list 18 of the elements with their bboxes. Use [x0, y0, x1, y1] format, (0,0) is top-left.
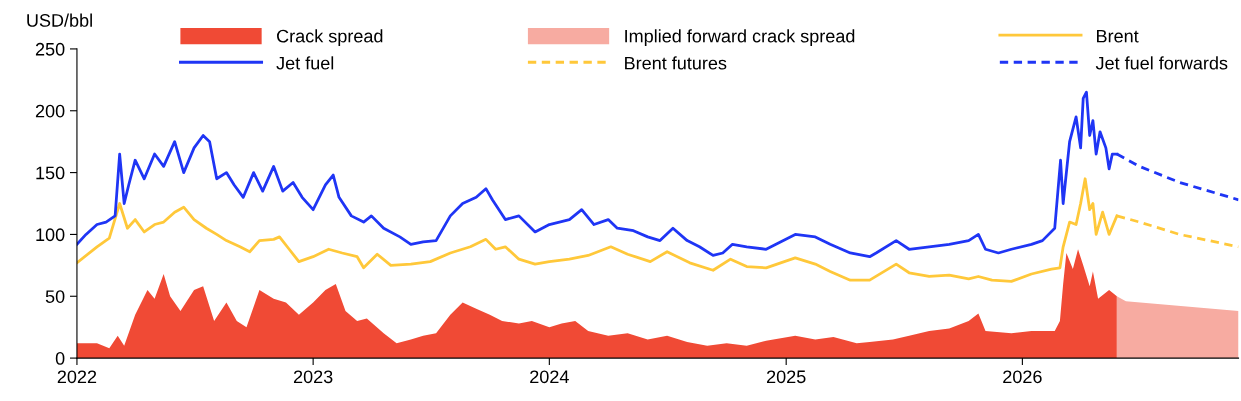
y-tick-label: 250	[35, 42, 65, 56]
legend-label: Jet fuel forwards	[1095, 56, 1228, 70]
legend-label: Brent	[1097, 29, 1139, 43]
x-tick-label: 2023	[293, 370, 333, 384]
y-tick-label: 0	[55, 352, 65, 365]
y-tick-label: 200	[35, 104, 65, 118]
x-tick-label: 2024	[530, 370, 569, 384]
y-tick-label: 100	[36, 228, 65, 242]
legend-label: Crack spread	[277, 29, 383, 47]
y-axis-title: USD/bbl	[27, 13, 92, 27]
legend-label: Brent futures	[625, 56, 727, 70]
y-tick-label: 150	[36, 166, 65, 180]
x-tick-label: 2022	[57, 370, 97, 384]
x-tick-label: 2026	[1003, 370, 1042, 384]
legend-label: Implied forward crack spread	[625, 29, 855, 47]
legend-label: Jet fuel	[276, 56, 334, 70]
x-tick-label: 2025	[767, 370, 806, 384]
y-tick-label: 50	[45, 290, 65, 303]
